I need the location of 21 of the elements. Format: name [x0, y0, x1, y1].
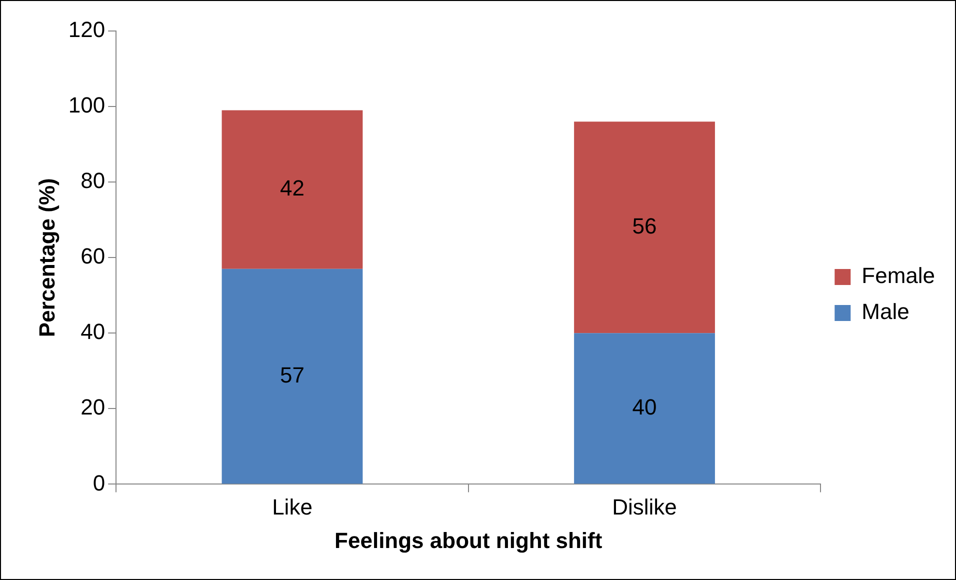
data-label: 56: [632, 213, 657, 238]
legend-label: Male: [862, 299, 910, 324]
y-tick-label: 100: [68, 92, 106, 118]
bar: [222, 268, 363, 484]
legend-label: Female: [862, 263, 935, 288]
y-tick-label: 80: [80, 168, 106, 194]
bar: [222, 110, 363, 269]
y-tick-label: 120: [68, 17, 106, 42]
data-label: 42: [280, 176, 304, 201]
x-axis-title: Feelings about night shift: [334, 528, 603, 553]
y-tick-label: 40: [80, 319, 106, 344]
x-tick-label: Dislike: [612, 494, 677, 520]
y-axis-title: Percentage (%): [34, 178, 60, 338]
bar: [574, 333, 715, 484]
bar: [574, 122, 715, 334]
x-tick-label: Like: [272, 494, 312, 520]
y-tick-label: 60: [80, 244, 106, 269]
data-label: 57: [280, 362, 304, 388]
y-tick-label: 20: [80, 394, 106, 420]
y-tick-label: 0: [92, 470, 106, 496]
data-label: 40: [632, 394, 657, 420]
